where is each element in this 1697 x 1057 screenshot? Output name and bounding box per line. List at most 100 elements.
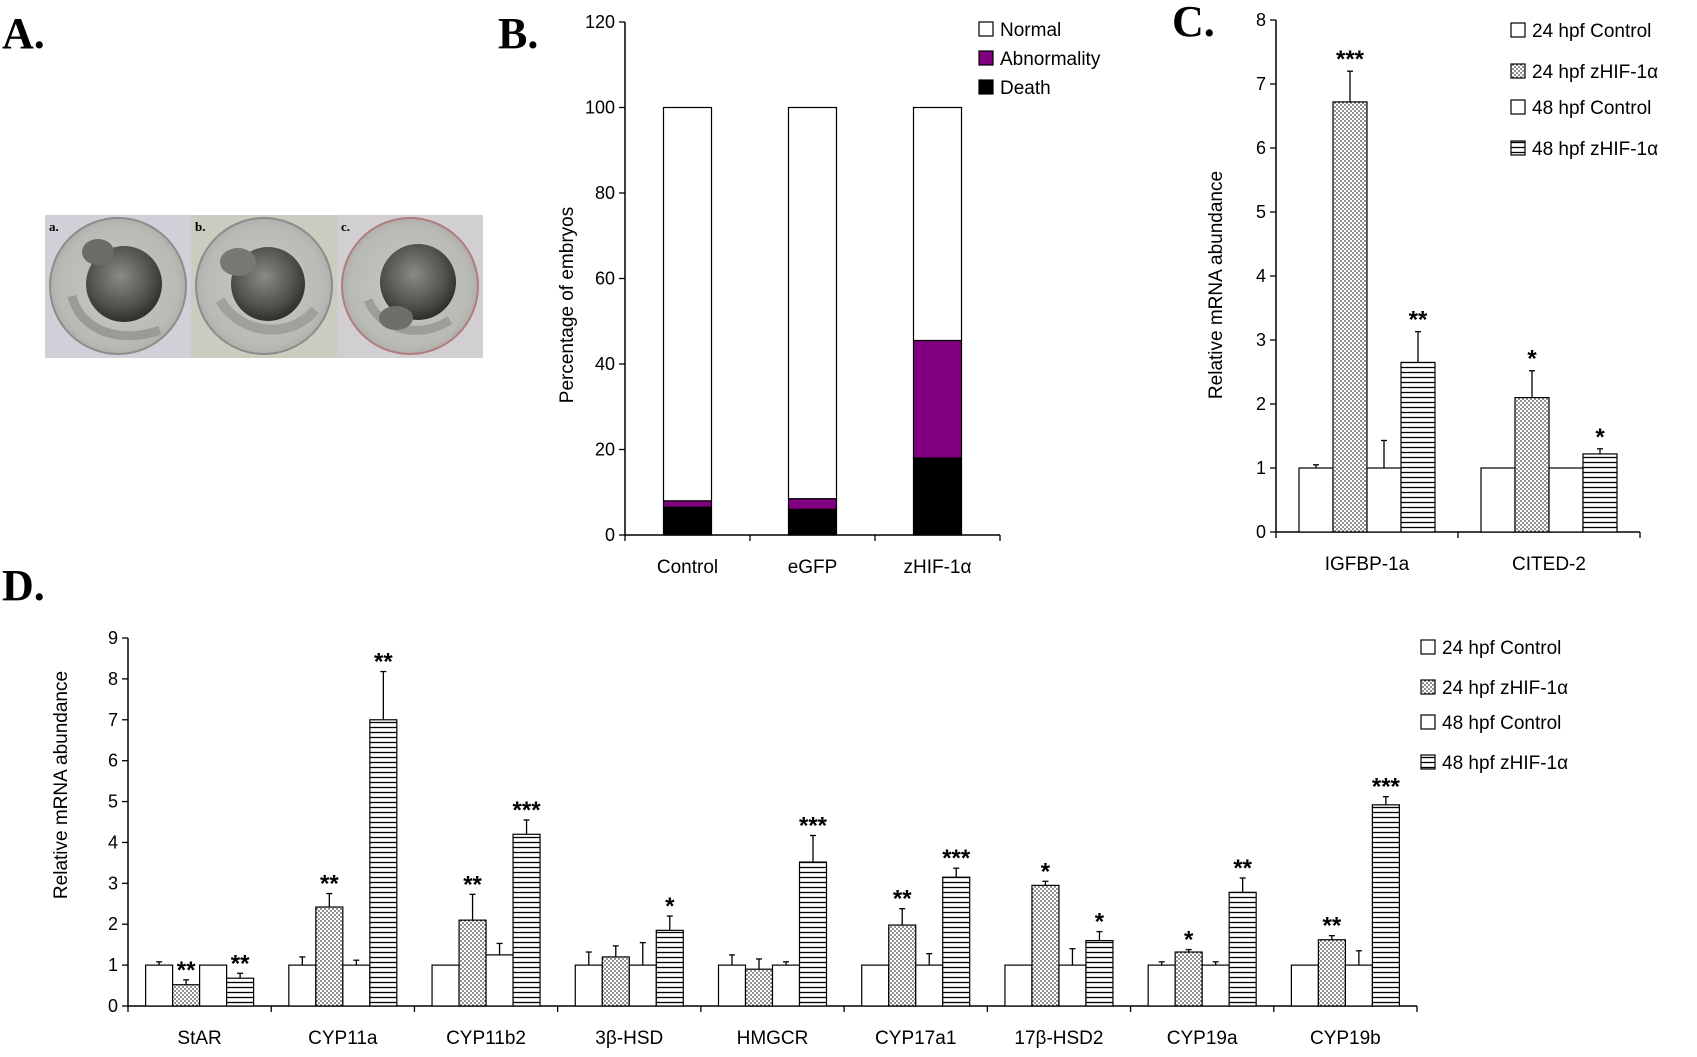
chart-b-ylabel: Percentage of embryos [557,207,578,403]
bar-normal-control [662,106,713,502]
bar-24-hpf-control-cyp11a [288,964,317,1007]
embryo-label-b: b. [195,219,205,234]
embryo-photos: a. b. c. [45,215,483,358]
chart-c-category-label: IGFBP-1a [1325,554,1410,575]
bar-death-zhif-1 [912,457,963,536]
legend-swatch-abnormality [978,50,994,66]
chart-b-category-label: Control [657,557,718,578]
significance-mark-igfbp-1a: *** [1336,46,1365,73]
significance-mark-cyp17a1: ** [893,886,912,913]
bar-24-hpf-control-cyp11b2 [431,964,460,1007]
chart-c-ytick-label: 1 [1256,458,1266,478]
significance-mark-cyp11b2: ** [463,871,482,898]
significance-mark-17-hsd2: * [1095,909,1105,936]
panel-a-label: A. [2,9,45,58]
significance-mark-17-hsd2: * [1041,858,1051,885]
bar-48-hpf-zhif-1-cyp19a [1228,891,1257,1007]
panel-b-label: B. [498,9,538,58]
bar-48-hpf-zhif-1-cited-2 [1582,453,1618,533]
bar-48-hpf-control-3-hsd [628,964,657,1007]
legend-label-24hpf-control: 24 hpf Control [1442,638,1561,659]
chart-b-ytick-label: 20 [595,440,615,460]
chart-c-ytick-label: 5 [1256,202,1266,222]
chart-d-category-label: CYP19b [1310,1028,1381,1049]
chart-d-ytick-label: 8 [108,669,118,689]
legend-label-abnormality: Abnormality [1000,49,1101,70]
chart-d-ytick-label: 1 [108,955,118,975]
bar-48-hpf-control-cited-2 [1548,467,1584,533]
bar-24-hpf-control-cyp17a1 [861,964,890,1007]
significance-mark-hmgcr: *** [799,812,828,839]
legend-label-death: Death [1000,78,1051,99]
chart-d-ytick-label: 4 [108,832,118,852]
chart-c-ytick-label: 8 [1256,10,1266,30]
bar-death-egfp [787,508,838,536]
significance-mark-cyp19a: * [1184,927,1194,954]
chart-b-ytick-label: 40 [595,354,615,374]
chart-d-category-label: 17β-HSD2 [1014,1028,1103,1049]
significance-mark-cyp17a1: *** [942,845,971,872]
bar-24-hpf-control-igfbp-1a [1298,467,1334,533]
significance-mark-cited-2: * [1595,424,1605,451]
chart-b-ytick-label: 80 [595,183,615,203]
bar-48-hpf-zhif-1-cyp19b [1371,804,1400,1007]
bar-48-hpf-control-star [199,964,228,1007]
chart-b-category-label: zHIF-1α [904,557,972,578]
bar-48-hpf-zhif-1-3-hsd [655,929,684,1007]
legend-swatch-death [978,79,994,95]
bar-normal-egfp [787,106,838,500]
chart-b-ytick-label: 60 [595,269,615,289]
bar-48-hpf-control-hmgcr [771,964,801,1007]
embryo-photo-b: b. [191,215,337,358]
bar-48-hpf-zhif-1-igfbp-1a [1400,361,1436,533]
chart-c-ytick-label: 3 [1256,330,1266,350]
bar-48-hpf-zhif-1-hmgcr [798,861,828,1007]
chart-d-ytick-label: 0 [108,996,118,1016]
legend-swatch-24hpf-zhif [1510,63,1526,79]
legend-label-48hpf-zhif: 48 hpf zHIF-1α [1532,139,1658,160]
chart-d-category-label: 3β-HSD [595,1028,663,1049]
bar-24-hpf-control-cyp19b [1290,964,1319,1007]
bar-24-hpf-zhif-1-hmgcr [744,968,774,1007]
bar-24-hpf-zhif-1-cyp17a1 [888,924,917,1007]
bar-24-hpf-zhif-1-cyp11a [315,906,344,1007]
chart-b-legend: Normal Abnormality Death [978,20,1101,99]
chart-d-category-label: HMGCR [737,1028,809,1049]
chart-c-ytick-label: 6 [1256,138,1266,158]
bar-48-hpf-control-cyp19b [1344,964,1373,1007]
chart-c-ytick-label: 2 [1256,394,1266,414]
chart-c-ytick-label: 4 [1256,266,1266,286]
bar-24-hpf-control-17-hsd2 [1004,964,1033,1007]
chart-d-category-label: CYP11a [308,1028,378,1049]
significance-mark-cyp19a: ** [1233,855,1252,882]
bar-normal-zhif-1 [912,106,963,342]
chart-d-legend: 24 hpf Control 24 hpf zHIF-1α 48 hpf Con… [1420,638,1568,774]
embryo-photo-a: a. [45,215,191,358]
chart-c-ytick-label: 7 [1256,74,1266,94]
significance-mark-cyp11a: ** [374,649,393,676]
chart-d-category-label: StAR [177,1028,221,1049]
chart-d-ytick-label: 7 [108,710,118,730]
chart-b: Percentage of embryos 0 20 40 60 80 100 120 Con… [557,12,1001,578]
bar-48-hpf-zhif-1-cyp17a1 [942,876,971,1007]
legend-label-24hpf-zhif: 24 hpf zHIF-1α [1532,62,1658,83]
bar-24-hpf-zhif-1-cyp11b2 [458,919,487,1007]
significance-mark-star: ** [231,950,250,977]
bar-48-hpf-zhif-1-cyp11b2 [512,833,541,1007]
chart-c-ytick-label: 0 [1256,522,1266,542]
legend-label-24hpf-zhif: 24 hpf zHIF-1α [1442,678,1568,699]
legend-label-48hpf-control: 48 hpf Control [1532,98,1651,119]
chart-d-category-label: CYP11b2 [446,1028,526,1049]
legend-swatch-24hpf-zhif [1420,679,1436,695]
bar-abnormality-egfp [787,498,838,510]
bar-24-hpf-zhif-1-igfbp-1a [1332,101,1368,533]
legend-label-24hpf-control: 24 hpf Control [1532,21,1651,42]
bar-24-hpf-zhif-1-cited-2 [1514,397,1550,533]
bar-48-hpf-control-cyp17a1 [915,964,944,1007]
chart-d-ylabel: Relative mRNA abundance [51,671,72,899]
chart-b-ytick-label: 0 [605,525,615,545]
significance-mark-cyp19b: ** [1323,913,1342,940]
chart-c-category-label: CITED-2 [1512,554,1586,575]
legend-label-normal: Normal [1000,20,1061,41]
chart-b-ytick-label: 120 [585,12,615,32]
